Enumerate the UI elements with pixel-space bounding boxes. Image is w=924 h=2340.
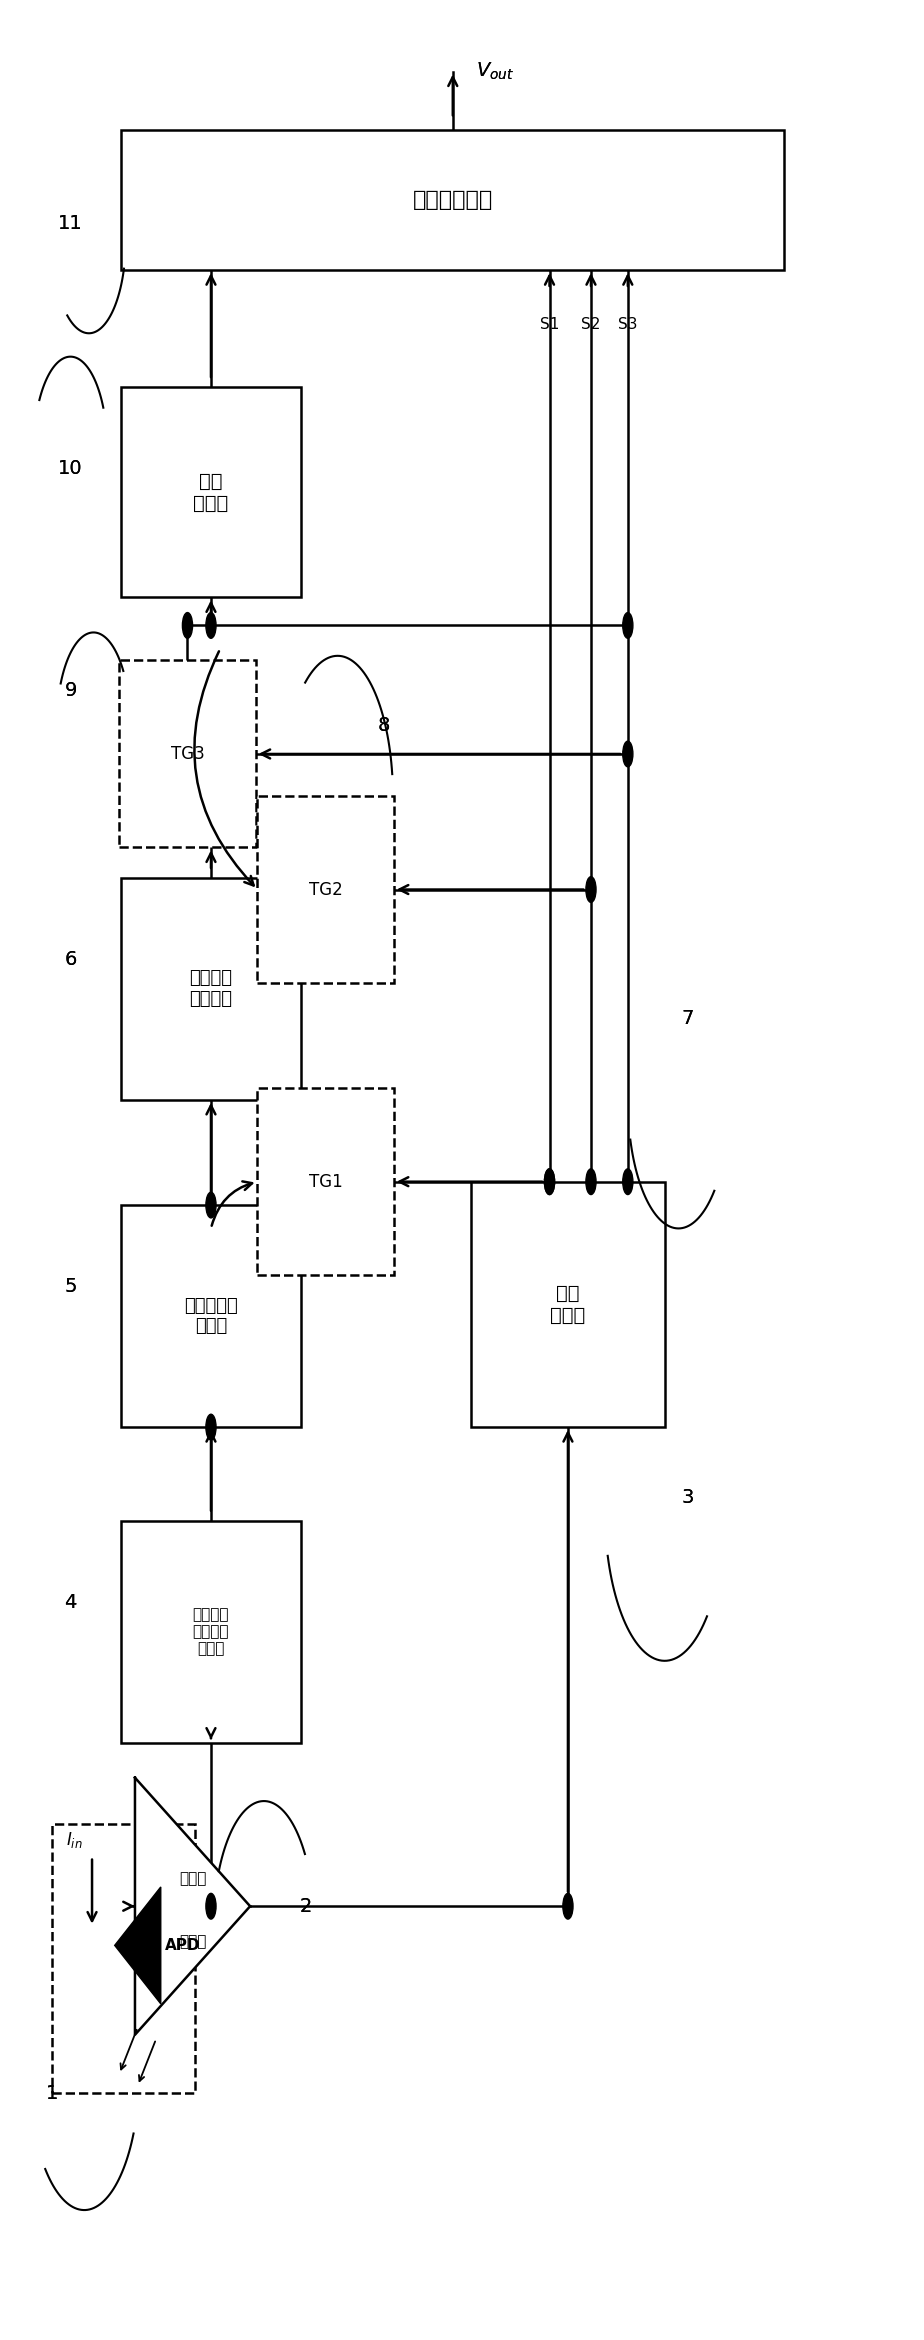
Text: 6: 6 — [65, 950, 77, 969]
Text: 1: 1 — [46, 2083, 58, 2104]
Text: $I_{in}$: $I_{in}$ — [67, 1830, 83, 1849]
Circle shape — [586, 1170, 596, 1193]
Text: 6: 6 — [65, 950, 77, 969]
Text: TG2: TG2 — [309, 880, 343, 899]
Circle shape — [544, 1170, 554, 1193]
Text: S2: S2 — [581, 316, 601, 332]
Text: 放大器: 放大器 — [179, 1933, 206, 1949]
Circle shape — [586, 878, 596, 903]
Text: 8: 8 — [378, 716, 390, 735]
Circle shape — [623, 613, 633, 639]
Circle shape — [623, 1170, 633, 1193]
Text: 4: 4 — [65, 1594, 77, 1612]
Circle shape — [182, 613, 192, 639]
Text: $V_{out}$: $V_{out}$ — [476, 61, 514, 82]
Text: 4: 4 — [65, 1594, 77, 1612]
Polygon shape — [115, 1886, 161, 2003]
Text: 7: 7 — [682, 1009, 694, 1027]
Circle shape — [206, 1413, 216, 1439]
Text: S1: S1 — [540, 316, 559, 332]
Text: 9: 9 — [65, 681, 77, 700]
Circle shape — [623, 742, 633, 768]
FancyBboxPatch shape — [121, 1521, 301, 1743]
Text: APD: APD — [165, 1938, 201, 1954]
FancyBboxPatch shape — [119, 660, 256, 847]
Text: 5: 5 — [65, 1278, 77, 1296]
Text: 固定增益
放大器二: 固定增益 放大器二 — [189, 969, 233, 1009]
Text: 单端输入
转差分输
出电路: 单端输入 转差分输 出电路 — [193, 1608, 229, 1657]
Circle shape — [206, 1191, 216, 1217]
Text: 5: 5 — [65, 1278, 77, 1296]
Polygon shape — [135, 1778, 250, 2036]
Text: 3: 3 — [682, 1488, 694, 1507]
FancyBboxPatch shape — [471, 1182, 664, 1427]
FancyBboxPatch shape — [121, 386, 301, 597]
Text: 8: 8 — [378, 716, 390, 735]
Text: S3: S3 — [618, 316, 638, 332]
Text: 2: 2 — [299, 1898, 311, 1916]
Text: 10: 10 — [58, 459, 83, 477]
FancyBboxPatch shape — [121, 131, 784, 269]
Text: 2: 2 — [299, 1898, 311, 1916]
FancyBboxPatch shape — [258, 1088, 394, 1275]
FancyBboxPatch shape — [121, 1205, 301, 1427]
Text: 9: 9 — [65, 681, 77, 700]
Text: 1: 1 — [46, 2083, 58, 2104]
Text: 输出
缓冲器: 输出 缓冲器 — [193, 473, 228, 512]
Text: 幅度
检测器: 幅度 检测器 — [551, 1285, 586, 1324]
Circle shape — [206, 1893, 216, 1919]
Text: 11: 11 — [58, 213, 83, 234]
Text: 跨阻预: 跨阻预 — [179, 1870, 206, 1886]
Text: 逻辑处理单元: 逻辑处理单元 — [413, 190, 492, 211]
Text: TG1: TG1 — [309, 1172, 343, 1191]
Text: 固定增益一
放大器: 固定增益一 放大器 — [184, 1296, 237, 1336]
Text: 7: 7 — [682, 1009, 694, 1027]
Circle shape — [206, 613, 216, 639]
Circle shape — [563, 1893, 573, 1919]
FancyBboxPatch shape — [52, 1825, 195, 2094]
Text: TG3: TG3 — [171, 744, 204, 763]
Text: 10: 10 — [58, 459, 83, 477]
Text: 3: 3 — [682, 1488, 694, 1507]
Circle shape — [544, 1170, 554, 1193]
Text: 11: 11 — [58, 213, 83, 234]
Text: $V_{out}$: $V_{out}$ — [476, 61, 514, 82]
FancyBboxPatch shape — [121, 878, 301, 1100]
FancyBboxPatch shape — [258, 796, 394, 983]
